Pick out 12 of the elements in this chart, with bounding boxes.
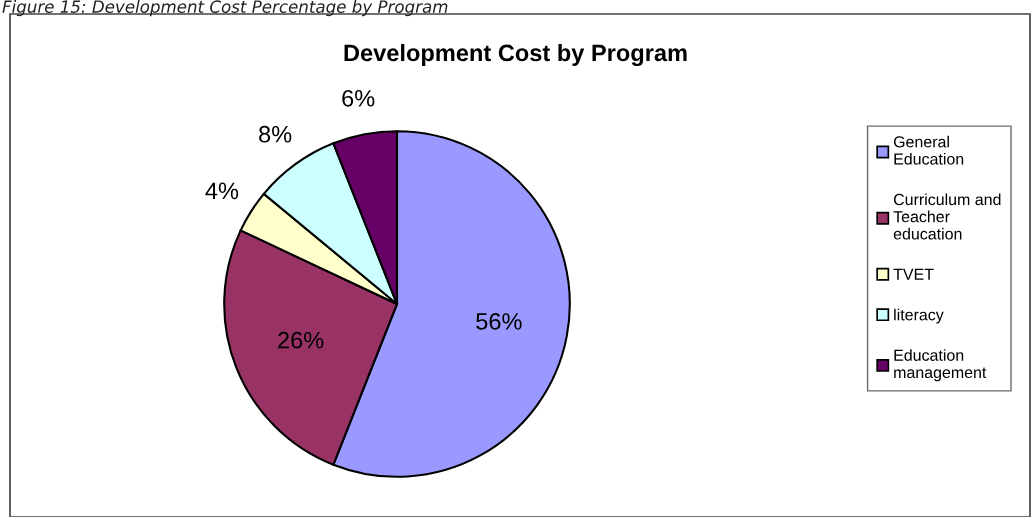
legend-label: literacy: [894, 308, 944, 324]
data-label: 6%: [342, 89, 375, 107]
data-label: 8%: [259, 125, 292, 143]
legend-label: Education management: [894, 349, 987, 382]
legend-label: General Education: [893, 135, 964, 165]
data-label: 26%: [278, 331, 324, 349]
caption: Figure 15: Development Cost Percentage by Program: [2, 0, 448, 17]
legend-label: Curriculum and Teacher education: [893, 193, 1001, 240]
chart-title: Development Cost by Program: [344, 43, 687, 67]
legend-label: TVET: [893, 268, 934, 280]
data-label: 4%: [205, 182, 239, 200]
data-label: 56%: [476, 313, 522, 330]
